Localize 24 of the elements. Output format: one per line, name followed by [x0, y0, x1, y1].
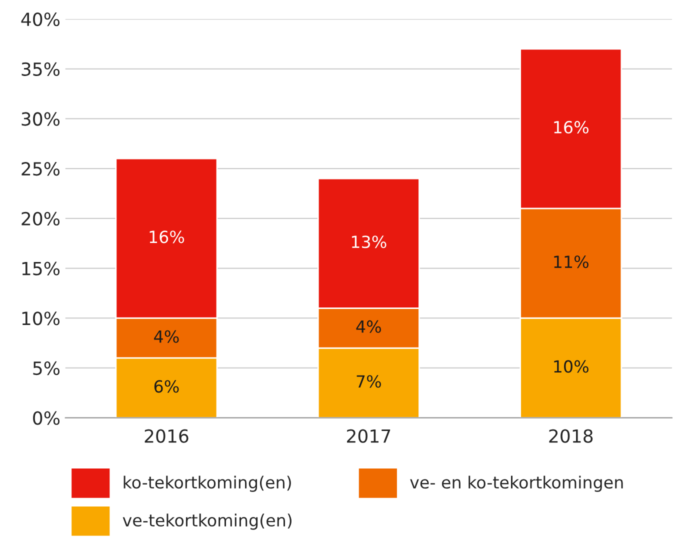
legend-label: ve- en ko-tekortkomingen [410, 476, 623, 492]
legend-label: ko-tekortkoming(en) [124, 476, 291, 492]
data-label: 16% [150, 230, 184, 244]
y-tick-label: 30% [22, 112, 60, 126]
data-label: 13% [352, 236, 386, 248]
data-label: 4% [356, 320, 381, 333]
data-label: 4% [154, 330, 179, 343]
x-tick-label: 2018 [549, 429, 593, 443]
y-tick-label: 5% [33, 361, 60, 376]
data-label: 16% [554, 120, 588, 134]
data-label: 7% [356, 375, 381, 388]
y-tick-label: 40% [21, 12, 60, 26]
y-tick-label: 15% [22, 262, 60, 276]
data-label: 6% [154, 380, 179, 393]
x-tick-label: 2017 [347, 429, 390, 443]
data-label: 10% [554, 360, 588, 373]
y-tick-label: 0% [33, 411, 60, 425]
y-tick-label: 20% [22, 212, 60, 226]
legend-label: ve-tekortkoming(en) [122, 514, 292, 530]
y-tick-label: 25% [22, 162, 60, 176]
y-tick-label: 10% [22, 312, 60, 326]
x-tick-label: 2016 [144, 429, 188, 443]
y-tick-label: 35% [22, 62, 60, 76]
data-label: 11% [554, 256, 588, 268]
